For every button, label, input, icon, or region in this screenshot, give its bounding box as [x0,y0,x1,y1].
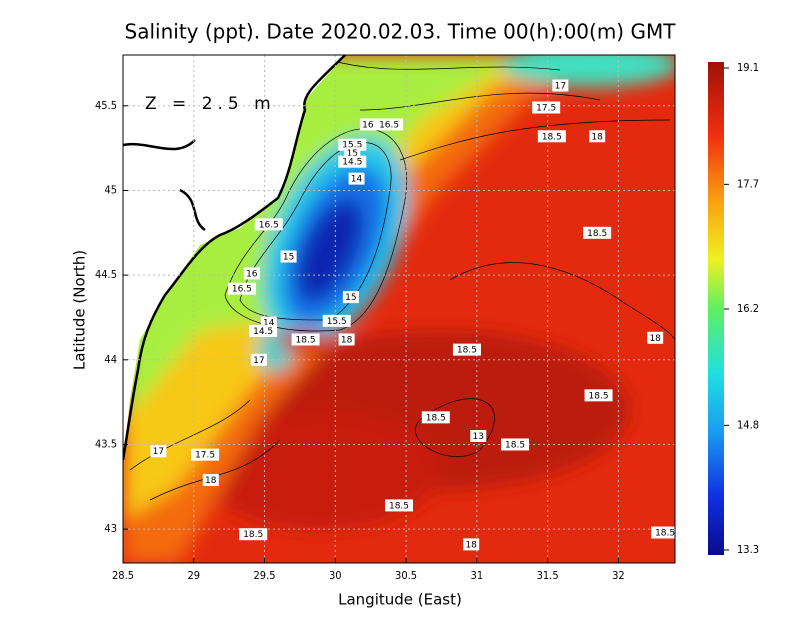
colorbar-tick-label: 13.3 [737,543,759,556]
land [123,55,345,460]
contour-label-box [584,389,613,402]
contour-label: 16.5 [259,220,279,230]
plot-frame [122,54,676,564]
colorbar-tick-label: 14.8 [737,418,759,431]
contour-label-box [322,314,351,327]
y-tick-label: 44 [104,353,117,366]
y-tick-label: 45 [104,183,117,196]
contour-label: 18 [341,335,353,345]
contour-label: 16 [246,269,258,279]
contour-label: 18.5 [655,529,675,539]
x-tick-label: 30.5 [395,569,417,582]
contour-label: 15.5 [327,317,347,327]
y-tick-label: 43.5 [95,437,117,450]
contour-label: 17.5 [536,103,556,113]
contour-label-box [385,499,413,512]
contour-label: 18.5 [296,335,316,345]
x-tick-label: 29 [187,569,200,582]
contour-label-box [589,130,606,143]
contour-label: 16 [362,120,374,130]
contour-label: 18 [465,540,477,550]
colorbar [708,62,724,555]
contour-label-box [463,538,480,551]
x-tick-label: 28.5 [112,569,134,582]
y-tick-label: 44.5 [95,268,117,281]
contour-label: 15.5 [342,141,362,151]
contour-label-box [239,528,268,541]
x-tick-label: 31 [471,569,484,582]
contour-label: 18.5 [389,501,409,511]
contour-label: 14.5 [253,327,273,337]
contour-label-box [421,411,450,424]
contour-label-box [250,353,267,366]
x-tick-label: 29.5 [254,569,276,582]
contour-label: 14.5 [342,158,362,168]
grid [122,55,675,563]
contour-label-box [651,526,680,539]
contour-label-box [342,291,359,304]
contour-label: 16.5 [379,120,399,130]
contour-label-box [280,250,297,263]
contour-label: 18.5 [243,530,263,540]
contour-label-box [249,325,278,338]
contour-label: 18.5 [505,440,525,450]
contour-label: 18 [591,132,603,142]
contour-label: 14 [351,175,363,185]
x-tick-label: 30 [329,569,342,582]
contour-label-box [359,118,376,131]
contour-label: 18.5 [587,229,607,239]
contour-label-box [532,101,561,114]
contour-label: 18.5 [457,346,477,356]
x-tick-label: 32 [612,569,625,582]
contour-label: 17.5 [195,451,215,461]
depth-annotation: Z = 2.5 m [145,94,276,114]
contour-label-box [470,430,487,442]
contour-label-box [243,267,260,280]
contour-label: 14 [263,319,275,329]
contour-label: 18.5 [589,391,609,401]
contour-label-box [254,218,283,231]
contour-label: 16.5 [232,285,252,295]
contour-label: 18 [649,334,661,344]
contour-label: 17 [555,81,566,91]
x-tick-label: 31.5 [537,569,559,582]
contour-label-box [150,445,167,458]
contour-label-box [452,343,481,356]
contour-label-box [501,438,530,451]
contour-label: 18 [205,476,217,486]
contour-label-box [227,282,256,295]
contour-label: 18.5 [426,413,446,423]
contour-label: 15 [345,293,356,303]
contour-label-box [338,155,367,168]
contour-label-box [338,333,355,346]
contour-label-box [291,333,320,346]
contour-label-box [537,130,566,143]
colorbar-tick-label: 17.7 [737,177,759,190]
contour-label-box [583,226,612,239]
contour-label: 18.5 [542,132,562,142]
chart-title: Salinity (ppt). Date 2020.02.03. Time 00… [125,20,677,44]
contour-label: 15 [283,253,294,263]
contour-label: 17 [253,356,264,366]
colorbar-tick-label: 19.1 [737,61,759,74]
contour-label: 13 [473,432,484,442]
y-axis-label: Latitude (North) [71,250,89,370]
colorbar-tick-label: 16.2 [737,302,759,315]
contour-label: 17 [153,447,164,457]
contour-label-box [647,331,664,344]
contour-label-box [202,474,219,487]
y-tick-label: 45.5 [95,99,117,112]
contour-label-box [348,172,365,185]
y-tick-label: 43 [104,522,117,535]
coastline [123,55,346,461]
contour-label: 15 [347,149,358,159]
contour-label-box [191,448,220,461]
x-axis-label: Langitude (East) [338,591,462,609]
contour-label-box [375,118,404,131]
contour-label-box [552,79,569,92]
